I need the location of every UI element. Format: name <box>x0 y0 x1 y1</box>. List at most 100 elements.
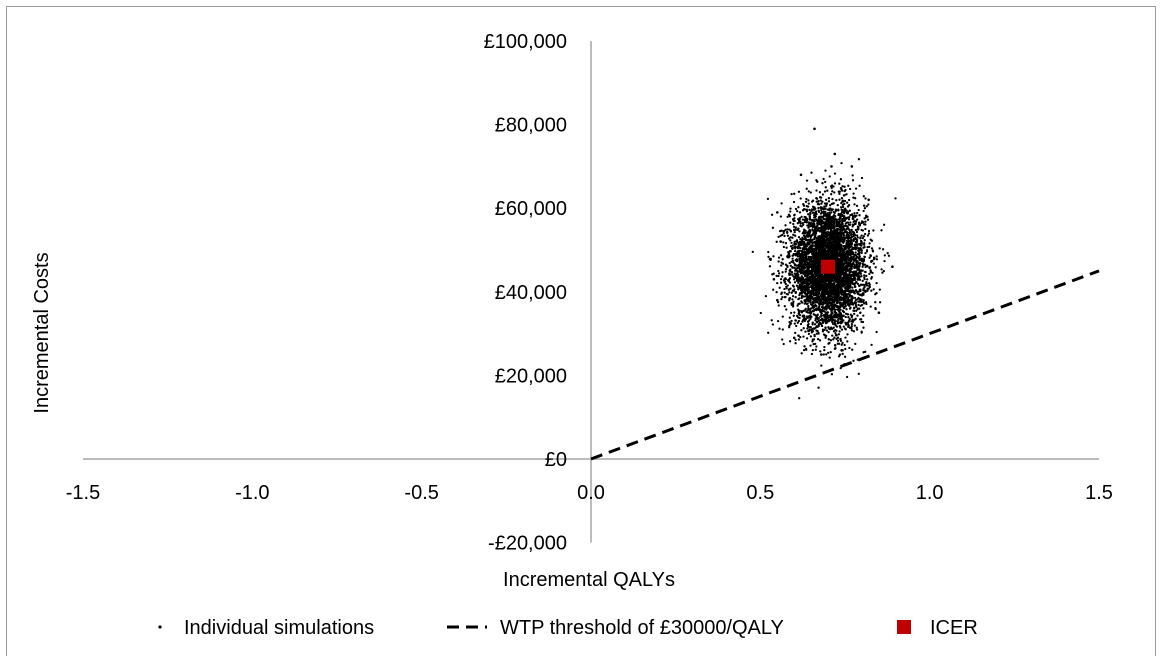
simulation-point <box>788 277 792 280</box>
simulation-point <box>844 347 847 351</box>
simulation-point <box>835 280 838 283</box>
simulation-point <box>821 193 825 196</box>
simulation-point <box>863 239 866 242</box>
simulation-point <box>847 289 850 292</box>
simulation-point <box>819 281 823 284</box>
simulation-point <box>830 373 834 376</box>
simulation-point <box>843 343 846 347</box>
simulation-point <box>855 230 859 234</box>
simulation-point <box>792 222 795 226</box>
simulation-point <box>856 314 859 317</box>
simulation-point <box>832 210 835 214</box>
simulation-point <box>837 273 840 277</box>
simulation-point <box>793 288 796 291</box>
simulation-point <box>779 215 783 218</box>
simulation-point <box>840 328 844 331</box>
simulation-point <box>830 291 833 295</box>
simulation-point <box>824 282 827 285</box>
simulation-point <box>855 255 858 259</box>
simulation-point <box>837 212 840 216</box>
simulation-point <box>820 293 823 296</box>
simulation-point <box>852 217 855 220</box>
simulation-point <box>830 233 834 236</box>
simulation-point <box>845 292 848 296</box>
simulation-point <box>781 271 784 274</box>
simulation-point <box>833 336 836 339</box>
simulation-point <box>818 251 821 254</box>
simulation-point <box>856 268 859 272</box>
simulation-point <box>848 304 851 307</box>
simulation-point <box>854 342 857 346</box>
simulation-point <box>836 244 839 247</box>
simulation-point <box>802 335 805 338</box>
simulation-point <box>797 308 800 311</box>
simulation-point <box>824 231 827 234</box>
simulation-point <box>816 222 819 225</box>
simulation-point <box>811 255 814 259</box>
simulation-point <box>863 263 867 266</box>
simulation-point <box>842 306 846 310</box>
simulation-point <box>807 298 810 301</box>
simulation-point <box>824 169 827 172</box>
simulation-point <box>833 191 836 194</box>
simulation-point <box>849 277 853 280</box>
simulation-point <box>825 202 829 205</box>
simulation-point <box>810 329 813 332</box>
simulation-point <box>794 259 797 262</box>
simulation-point <box>829 222 833 225</box>
simulation-point <box>800 215 803 218</box>
simulation-point <box>864 265 867 269</box>
simulation-point <box>835 218 838 222</box>
simulation-point <box>802 204 806 207</box>
simulation-point <box>813 230 816 233</box>
simulation-point <box>856 225 860 228</box>
simulation-point <box>850 253 853 256</box>
simulation-point <box>825 204 828 208</box>
simulation-point <box>833 238 836 242</box>
simulation-point <box>859 311 862 315</box>
simulation-point <box>810 281 813 285</box>
simulation-point <box>837 309 841 312</box>
simulation-point <box>858 307 861 310</box>
simulation-point <box>818 275 822 278</box>
simulation-point <box>849 281 853 285</box>
simulation-point <box>849 289 852 292</box>
simulation-point <box>830 218 833 221</box>
simulation-point <box>866 287 869 291</box>
simulation-point <box>860 275 863 278</box>
simulation-point <box>862 235 866 238</box>
simulation-point <box>777 274 780 278</box>
simulation-point <box>851 235 854 238</box>
simulation-point <box>824 288 828 292</box>
simulation-point <box>872 257 876 261</box>
simulation-point <box>845 255 849 259</box>
simulation-point <box>840 270 843 273</box>
simulation-point <box>822 226 826 230</box>
simulation-point <box>847 299 851 303</box>
simulation-point <box>844 305 847 308</box>
simulation-point <box>860 234 863 237</box>
simulation-point <box>826 311 829 314</box>
simulation-point <box>813 228 817 231</box>
simulation-point <box>806 327 809 330</box>
simulation-point <box>810 270 813 273</box>
simulation-point <box>824 311 827 314</box>
simulation-point <box>864 220 867 223</box>
simulation-point <box>797 319 801 323</box>
simulation-point <box>886 252 889 255</box>
simulation-point <box>833 244 837 247</box>
simulation-point <box>823 279 826 282</box>
simulation-point <box>861 283 864 287</box>
simulation-point <box>780 264 783 267</box>
simulation-point <box>855 328 859 331</box>
simulation-point <box>831 279 834 283</box>
simulation-point <box>880 229 883 232</box>
simulation-point <box>871 250 875 253</box>
simulation-point <box>825 329 829 332</box>
simulation-point <box>790 192 793 196</box>
simulation-point <box>780 229 783 232</box>
simulation-point <box>855 214 858 217</box>
simulation-point <box>834 209 837 213</box>
simulation-point <box>819 302 822 305</box>
simulation-point <box>855 204 859 208</box>
